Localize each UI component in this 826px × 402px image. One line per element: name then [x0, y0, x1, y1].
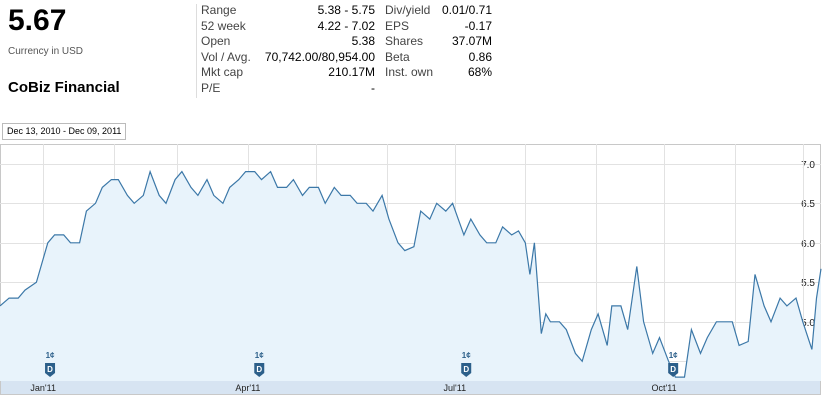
dividend-amount-label: 1¢: [462, 351, 471, 360]
stat-label: Beta: [385, 49, 410, 64]
dividend-marker[interactable]: 1¢ D: [254, 351, 265, 377]
dividend-amount-label: 1¢: [669, 351, 678, 360]
stat-label: Inst. own: [385, 65, 434, 79]
stat-value: 0.01/0.71: [441, 3, 492, 17]
stat-label: Div/yield: [385, 3, 431, 17]
stat-row-52-week: 52 week 4.22 - 7.02: [201, 19, 375, 35]
stat-label: Open: [201, 34, 231, 48]
stat-value: 37.07M: [451, 34, 492, 48]
stat-value: 70,742.00/80,954.00: [264, 49, 375, 64]
dividend-marker[interactable]: 1¢ D: [45, 351, 56, 377]
dividend-marker[interactable]: 1¢ D: [461, 351, 472, 377]
x-tick-label: Apr'11: [235, 383, 260, 393]
last-price: 5.67: [8, 4, 67, 37]
stat-value: 5.38: [351, 34, 375, 48]
stat-value: -0.17: [464, 18, 492, 33]
stat-row-beta: Beta 0.86: [385, 50, 492, 66]
dividend-flag-icon: [668, 363, 679, 377]
price-area: [0, 171, 821, 381]
stat-row-pe: P/E -: [201, 81, 375, 97]
dividend-marker-letter: D: [256, 365, 262, 374]
stat-value: -: [371, 80, 375, 95]
stat-label: Mkt cap: [201, 65, 244, 79]
company-name: CoBiz Financial: [8, 79, 120, 96]
dividend-marker[interactable]: 1¢ D: [668, 351, 679, 377]
dividend-flag-icon: [254, 363, 265, 377]
stat-label: EPS: [385, 18, 410, 33]
stat-value: 210.17M: [328, 65, 375, 79]
stat-row-range: Range 5.38 - 5.75: [201, 3, 375, 19]
x-tick-label: Jul'11: [444, 383, 467, 393]
stat-label: Range: [201, 3, 237, 17]
stat-row-eps: EPS -0.17: [385, 19, 492, 35]
stat-label: Shares: [385, 34, 424, 48]
stat-value: 4.22 - 7.02: [317, 18, 375, 33]
y-tick-label: 5.5: [801, 278, 815, 289]
currency-label: Currency in USD: [8, 46, 84, 57]
stats-table-left: Range 5.38 - 5.75 52 week 4.22 - 7.02 Open…: [201, 3, 375, 96]
y-tick-label: 7.0: [801, 160, 815, 171]
x-tick-label: Oct'11: [652, 383, 677, 393]
dividend-marker-letter: D: [47, 365, 53, 374]
y-tick-label: 5.0: [801, 318, 815, 329]
stats-divider: [196, 4, 197, 98]
date-range-label[interactable]: Dec 13, 2010 - Dec 09, 2011: [2, 123, 127, 140]
stat-row-inst-own: Inst. own 68%: [385, 65, 492, 81]
stat-row-shares: Shares 37.07M: [385, 34, 492, 50]
dividend-flag-icon: [45, 363, 56, 377]
dividend-amount-label: 1¢: [255, 351, 264, 360]
x-tick-label: Jan'11: [30, 383, 56, 393]
stat-label: P/E: [201, 80, 221, 95]
stat-value: 68%: [467, 65, 492, 79]
stats-table-right: Div/yield 0.01/0.71 EPS -0.17 Shares 37.07M…: [385, 3, 492, 81]
stat-value: 0.86: [468, 49, 492, 64]
dividend-marker-letter: D: [463, 365, 469, 374]
y-tick-label: 6.5: [801, 199, 815, 210]
price-line: [0, 169, 822, 378]
dividend-marker-letter: D: [670, 365, 676, 374]
dividend-flag-icon: [461, 363, 472, 377]
stat-label: 52 week: [201, 18, 246, 33]
stat-label: Vol / Avg.: [201, 49, 251, 64]
stat-value: 5.38 - 5.75: [317, 3, 375, 17]
dividend-amount-label: 1¢: [46, 351, 55, 360]
stat-row-open: Open 5.38: [201, 34, 375, 50]
stat-row-mkt-cap: Mkt cap 210.17M: [201, 65, 375, 81]
y-tick-label: 6.0: [801, 239, 815, 250]
x-axis-band: [1, 381, 820, 394]
stat-row-div-yield: Div/yield 0.01/0.71: [385, 3, 492, 19]
stat-row-volume: Vol / Avg. 70,742.00/80,954.00: [201, 50, 375, 66]
